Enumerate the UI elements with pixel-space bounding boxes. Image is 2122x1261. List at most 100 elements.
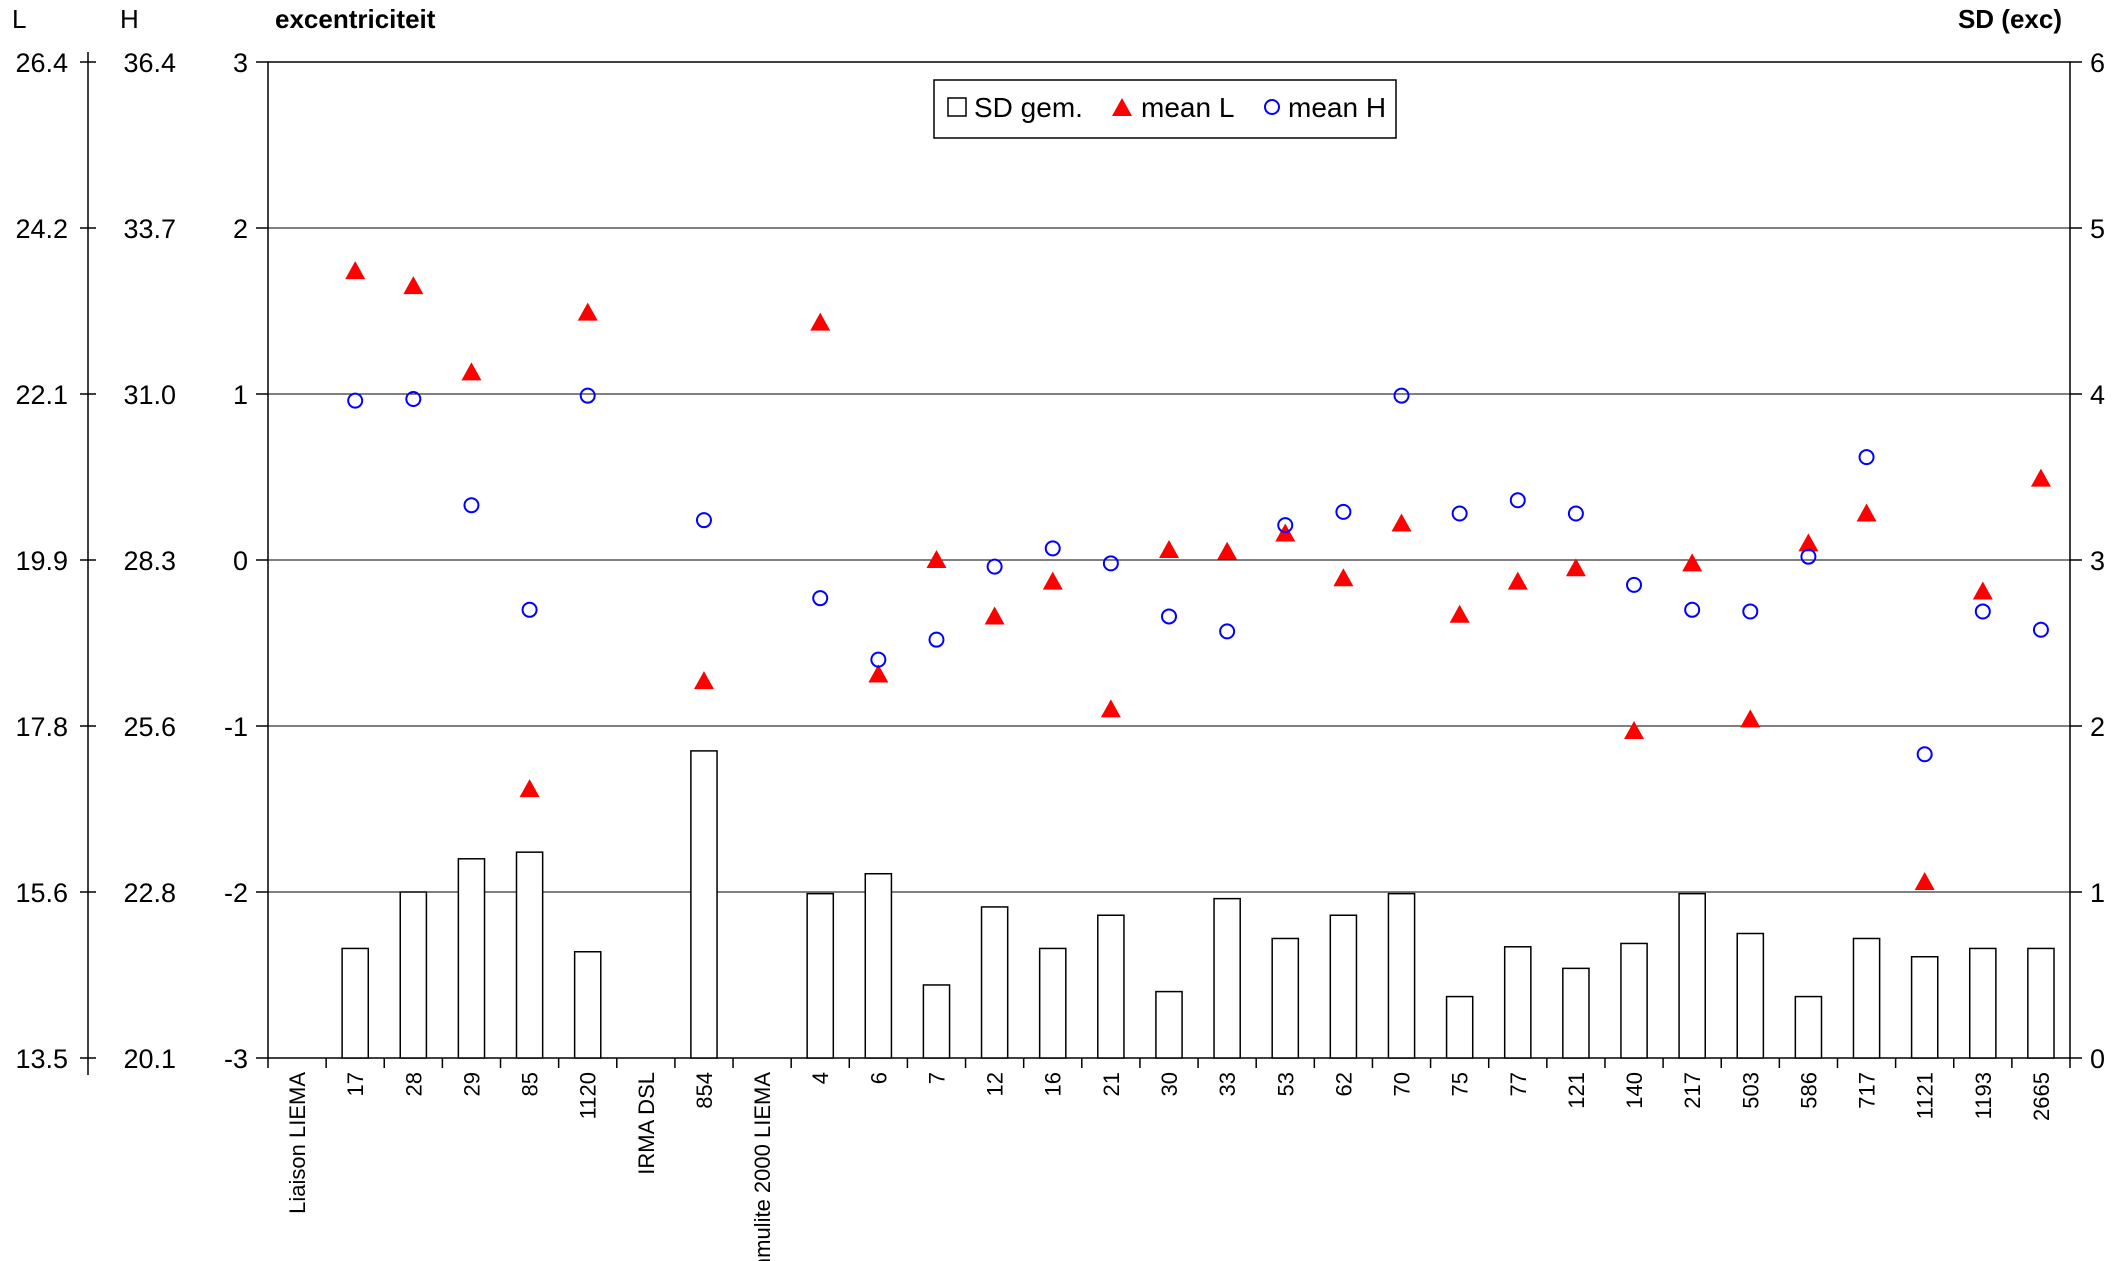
left-axis-tick-label: 0 — [233, 546, 248, 576]
point-mean-h — [986, 558, 1003, 575]
point-mean-h — [1451, 505, 1468, 522]
h-axis-tick-label: 25.6 — [123, 712, 176, 742]
legend-box — [933, 79, 1397, 139]
point-mean-l — [1798, 533, 1819, 552]
x-tick-label: 854 — [692, 1072, 717, 1109]
point-mean-h — [1393, 387, 1410, 404]
point-mean-l — [1624, 720, 1645, 739]
bar-sd-gem — [1852, 937, 1881, 1059]
x-tick-label: 121 — [1564, 1072, 1589, 1109]
point-mean-h — [1335, 503, 1352, 520]
point-mean-l — [1507, 571, 1528, 590]
x-tick-label: 2665 — [2029, 1072, 2054, 1121]
right-axis-tick-label: 5 — [2090, 214, 2105, 244]
scatter-series — [345, 261, 2051, 891]
legend-label-mean-l: mean L — [1141, 92, 1234, 123]
x-tick-label: 7 — [924, 1072, 949, 1084]
point-mean-h — [1742, 603, 1759, 620]
point-mean-l — [1740, 709, 1761, 728]
point-mean-h — [347, 392, 364, 409]
x-tick-label: 4 — [808, 1072, 833, 1084]
bar-sd-gem — [341, 947, 370, 1059]
point-mean-h — [1219, 623, 1236, 640]
x-tick-labels: Liaison LIEMA 17 28 29 85 1120 IRMA DSL 854 Immu… — [285, 1072, 2054, 1261]
point-mean-h — [1161, 608, 1177, 625]
bar-sd-gem — [1736, 932, 1765, 1059]
x-tick-label: 17 — [343, 1072, 368, 1096]
point-mean-l — [1972, 581, 1993, 600]
x-tick-label: 586 — [1796, 1072, 1821, 1109]
x-tick-label: 29 — [459, 1072, 484, 1096]
left-axis-tick-label: 3 — [233, 48, 248, 78]
bar-sd-gem — [515, 851, 544, 1059]
x-tick-label: 16 — [1041, 1072, 1066, 1096]
left-axis-tick-label: -2 — [224, 878, 248, 908]
point-mean-h — [1974, 603, 1991, 620]
l-axis-tick-label: 15.6 — [15, 878, 68, 908]
h-axis-title: H — [120, 4, 139, 34]
bar-sd-gem — [1620, 942, 1648, 1059]
x-tick-label: 21 — [1099, 1072, 1124, 1096]
bar-sd-gem — [1271, 937, 1300, 1059]
point-mean-l — [1565, 558, 1586, 577]
x-tick-label: IRMA DSL — [634, 1072, 659, 1175]
point-mean-h — [2032, 621, 2049, 638]
point-mean-h — [1916, 746, 1933, 763]
l-axis-tick-label: 19.9 — [15, 546, 68, 576]
point-mean-h — [1684, 601, 1701, 618]
x-tick-label: 217 — [1680, 1072, 1705, 1109]
x-tick-label: 77 — [1506, 1072, 1531, 1096]
x-tick-label: 75 — [1448, 1072, 1473, 1096]
x-tick-label: 717 — [1855, 1072, 1880, 1109]
l-axis-title: L — [12, 4, 26, 34]
point-mean-l — [577, 302, 598, 321]
x-tick-label: 1120 — [576, 1072, 601, 1119]
point-mean-h — [1277, 517, 1294, 534]
x-tick-label: 70 — [1390, 1072, 1415, 1096]
point-mean-l — [868, 664, 889, 683]
x-tick-label: Immulite 2000 LIEMA — [750, 1072, 775, 1261]
h-axis-tick-label: 28.3 — [123, 546, 176, 576]
bar-sd-gem — [1503, 946, 1532, 1059]
x-tick-label: 1193 — [1971, 1072, 1996, 1119]
left-axis-title: excentriciteit — [275, 4, 436, 34]
bar-sd-gem — [1329, 914, 1358, 1059]
point-mean-l — [461, 362, 482, 381]
x-tick-label: 503 — [1738, 1072, 1763, 1109]
right-axis-tick-label: 1 — [2090, 878, 2105, 908]
bar-sd-gem — [457, 858, 486, 1059]
point-mean-l — [519, 779, 540, 798]
legend: SD gem. mean L mean H — [933, 79, 1397, 139]
point-mean-l — [1159, 540, 1179, 559]
point-mean-h — [405, 390, 422, 407]
right-axis-tick-label: 3 — [2090, 546, 2105, 576]
bar-sd-gem — [1213, 897, 1241, 1059]
bar-sd-gem — [1097, 914, 1125, 1059]
point-mean-l — [1042, 571, 1063, 590]
bar-sd-gem — [573, 951, 602, 1059]
right-axis-tick-label: 6 — [2090, 48, 2105, 78]
point-mean-h — [1858, 449, 1875, 466]
x-tick-label: 30 — [1157, 1072, 1182, 1096]
x-tick-label: 53 — [1273, 1072, 1298, 1096]
x-tick-label: 33 — [1215, 1072, 1240, 1096]
bar-sd-gem — [864, 872, 893, 1059]
right-axis-tick-label: 4 — [2090, 380, 2105, 410]
left-axis-tick-label: -1 — [224, 712, 248, 742]
point-mean-h — [812, 590, 829, 607]
legend-label-mean-h: mean H — [1288, 92, 1386, 123]
right-axis-tick-label: 0 — [2090, 1044, 2105, 1074]
bar-sd-gem — [1678, 892, 1706, 1059]
gridlines — [268, 227, 2070, 893]
x-tick-label: 28 — [401, 1072, 426, 1096]
bar-sd-gem — [1445, 995, 1474, 1059]
left-axis-tick-label: 2 — [233, 214, 248, 244]
point-mean-l — [403, 276, 424, 295]
point-mean-l — [1100, 699, 1121, 718]
l-axis-tick-label: 22.1 — [15, 380, 68, 410]
x-tick-label: 140 — [1622, 1072, 1647, 1109]
point-mean-h — [695, 512, 712, 529]
point-mean-h — [1800, 548, 1817, 565]
x-tick-label: 1121 — [1913, 1072, 1938, 1119]
